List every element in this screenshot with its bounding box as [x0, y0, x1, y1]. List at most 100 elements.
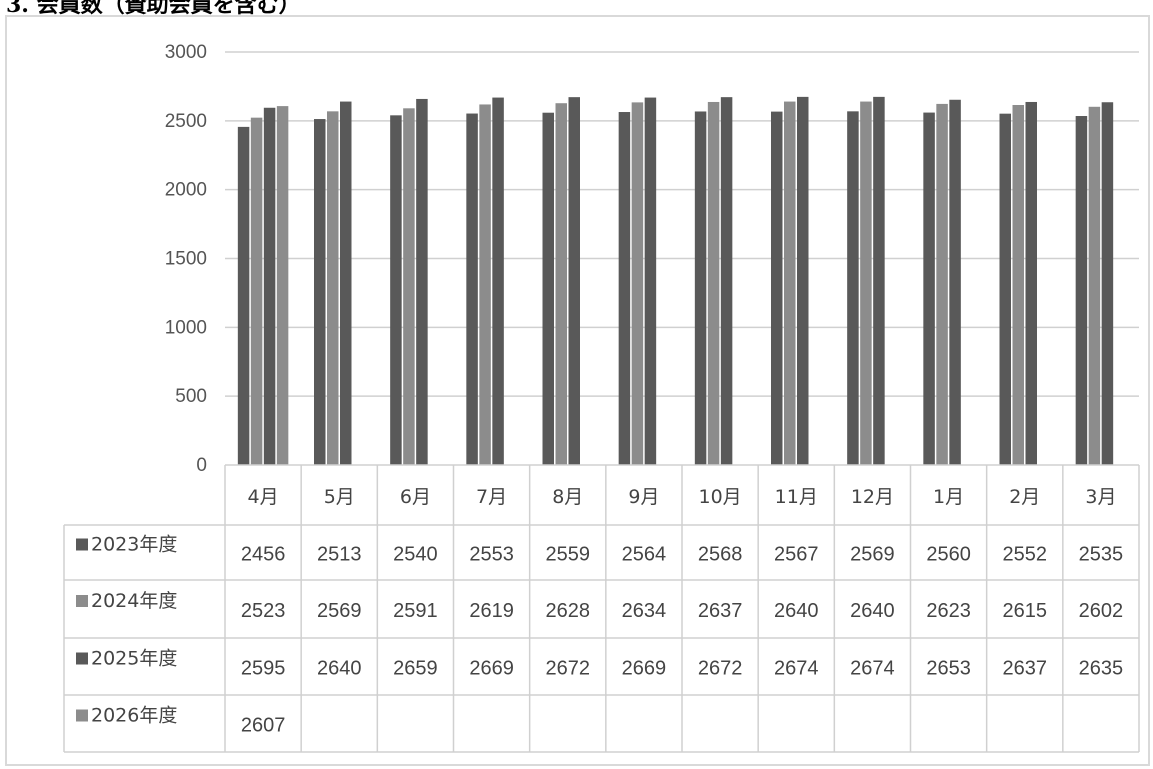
data-label: 2672	[698, 658, 743, 680]
data-label: 2553	[469, 544, 514, 566]
bar	[1088, 106, 1101, 466]
category-label: 12月	[851, 486, 894, 508]
chart-heading: 3. 会員数（賛助会員を含む）	[6, 0, 301, 18]
category-label: 6月	[400, 486, 431, 508]
y-tick-label: 0	[196, 455, 207, 476]
bar	[314, 119, 326, 465]
data-label: 2637	[1003, 658, 1048, 680]
series-label: 2023年度	[91, 534, 177, 556]
data-label: 2640	[317, 658, 362, 680]
data-label: 2659	[393, 658, 438, 680]
data-label: 2591	[393, 600, 438, 622]
bar	[797, 96, 809, 465]
data-label: 2640	[774, 600, 819, 622]
data-label: 2513	[317, 544, 362, 566]
bar	[340, 101, 352, 465]
bar	[694, 111, 707, 466]
y-tick-label: 2000	[165, 180, 207, 201]
bars	[237, 96, 1114, 466]
legend-key	[76, 595, 88, 607]
bar	[873, 96, 885, 465]
bar	[237, 126, 250, 466]
legend-key	[76, 538, 88, 551]
bar	[618, 112, 631, 465]
data-label: 2619	[469, 600, 514, 622]
data-label: 2615	[1003, 600, 1048, 622]
y-tick-label: 2500	[165, 111, 207, 132]
bar	[1025, 101, 1037, 466]
bar	[707, 101, 720, 466]
category-label: 10月	[698, 486, 741, 508]
data-label: 2607	[241, 715, 286, 737]
data-label: 2674	[774, 658, 819, 680]
category-label: 5月	[324, 486, 355, 508]
bar	[276, 106, 289, 465]
data-label: 2672	[546, 658, 591, 680]
bar	[250, 117, 263, 466]
data-label: 2623	[926, 600, 971, 622]
data-label: 2602	[1079, 600, 1124, 622]
data-label: 2640	[850, 600, 895, 622]
bar	[390, 115, 402, 466]
bar	[644, 97, 657, 466]
y-tick-label: 3000	[165, 42, 207, 63]
bar	[403, 108, 415, 465]
category-label: 11月	[775, 486, 818, 508]
data-label: 2560	[926, 544, 971, 566]
bar	[542, 112, 554, 465]
bar	[860, 101, 872, 465]
y-tick-label: 1500	[165, 249, 207, 270]
data-label: 2523	[241, 600, 286, 622]
bar	[784, 101, 796, 465]
bar	[1012, 105, 1024, 466]
bar	[771, 111, 783, 465]
data-label: 2535	[1079, 544, 1124, 566]
data-label: 2674	[850, 658, 895, 680]
bar	[263, 107, 276, 465]
data-label: 2628	[546, 600, 591, 622]
data-label: 2669	[469, 658, 514, 680]
bar	[492, 97, 504, 466]
data-label: 2637	[698, 600, 743, 622]
data-label: 2569	[850, 544, 895, 566]
bar	[1101, 102, 1114, 465]
bar	[999, 113, 1011, 465]
data-label: 2569	[317, 600, 362, 622]
y-tick-label: 500	[175, 386, 207, 407]
category-label: 3月	[1085, 486, 1116, 508]
bar	[416, 98, 428, 465]
bar	[1075, 116, 1088, 465]
data-label: 2564	[622, 544, 667, 566]
data-label: 2456	[241, 544, 286, 566]
category-label: 1月	[933, 486, 964, 508]
series-label: 2024年度	[91, 590, 177, 612]
series-label: 2025年度	[91, 648, 177, 670]
data-label: 2635	[1079, 658, 1124, 680]
bar	[327, 111, 339, 465]
y-tick-label: 1000	[165, 317, 207, 338]
legend-key	[76, 652, 88, 665]
bar	[479, 104, 491, 466]
bar	[720, 97, 733, 465]
data-label: 2653	[926, 658, 971, 680]
category-label: 4月	[248, 486, 279, 508]
bar	[847, 111, 859, 465]
bar	[631, 102, 644, 466]
category-label: 8月	[552, 486, 583, 508]
bar	[949, 99, 961, 466]
legend-key	[76, 709, 88, 722]
chart-frame	[5, 15, 1150, 766]
data-label: 2669	[622, 658, 667, 680]
data-label: 2595	[241, 658, 286, 680]
data-label: 2552	[1003, 544, 1048, 566]
y-axis-ticks: 0 500 1000 1500 2000 2500 3000	[165, 42, 207, 476]
category-label: 7月	[476, 486, 507, 508]
data-label: 2634	[622, 600, 667, 622]
bar	[936, 103, 948, 465]
category-label: 9月	[628, 486, 659, 508]
data-label: 2540	[393, 544, 438, 566]
gridlines	[225, 51, 1139, 397]
bar	[555, 103, 567, 465]
bar	[466, 113, 478, 466]
